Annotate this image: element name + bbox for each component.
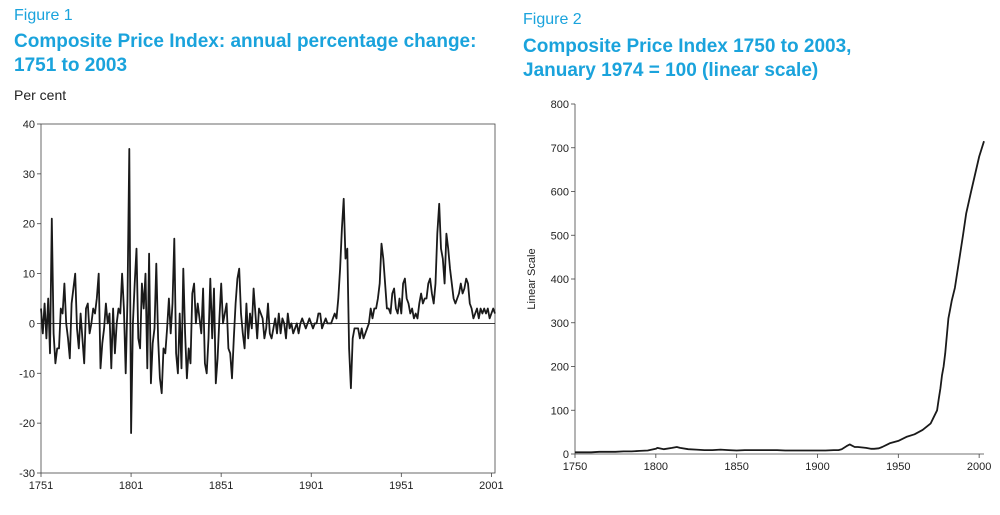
figure1-title-line2: 1751 to 2003 xyxy=(14,55,128,76)
y-tick-label: 800 xyxy=(551,99,569,111)
x-tick-label: 2000 xyxy=(967,461,991,473)
y-tick-label: 20 xyxy=(23,219,35,231)
figure1-label: Figure 1 xyxy=(14,7,73,24)
y-tick-label: 600 xyxy=(551,187,569,199)
y-tick-label: 700 xyxy=(551,143,569,155)
y-tick-label: -20 xyxy=(19,418,35,430)
x-tick-label: 1751 xyxy=(29,480,53,492)
plot-frame xyxy=(40,123,496,474)
y-tick-label: 30 xyxy=(23,169,35,181)
y-tick-label: -10 xyxy=(19,368,35,380)
x-tick-label: 1850 xyxy=(724,461,748,473)
series-line xyxy=(40,147,496,435)
x-tick-label: 1951 xyxy=(389,480,413,492)
x-tick-label: 1901 xyxy=(299,480,323,492)
figure2-label: Figure 2 xyxy=(523,11,582,28)
figure2-title-line1: Composite Price Index 1750 to 2003, xyxy=(523,36,852,57)
x-tick-label: 1900 xyxy=(805,461,829,473)
y-tick-label: 100 xyxy=(551,405,569,417)
x-tick-label: 1851 xyxy=(209,480,233,492)
x-tick-label: 1750 xyxy=(563,461,587,473)
figure2-title-line2: January 1974 = 100 (linear scale) xyxy=(523,60,819,81)
figure1-unit-label: Per cent xyxy=(14,87,67,103)
x-tick-label: 2001 xyxy=(479,480,503,492)
series-line xyxy=(575,140,985,454)
x-tick-label: 1801 xyxy=(119,480,143,492)
figure1-title-line1: Composite Price Index: annual percentage… xyxy=(14,31,477,52)
y-tick-label: 500 xyxy=(551,230,569,242)
y-tick-label: 10 xyxy=(23,269,35,281)
y-tick-label: -30 xyxy=(19,468,35,480)
y-tick-label: 0 xyxy=(563,449,569,461)
y-tick-label: 0 xyxy=(29,318,35,330)
y-axis-title: Linear Scale xyxy=(526,248,538,309)
x-tick-label: 1950 xyxy=(886,461,910,473)
y-tick-label: 400 xyxy=(551,274,569,286)
x-tick-label: 1800 xyxy=(644,461,668,473)
y-tick-label: 200 xyxy=(551,362,569,374)
y-tick-label: 300 xyxy=(551,318,569,330)
y-tick-label: 40 xyxy=(23,119,35,131)
